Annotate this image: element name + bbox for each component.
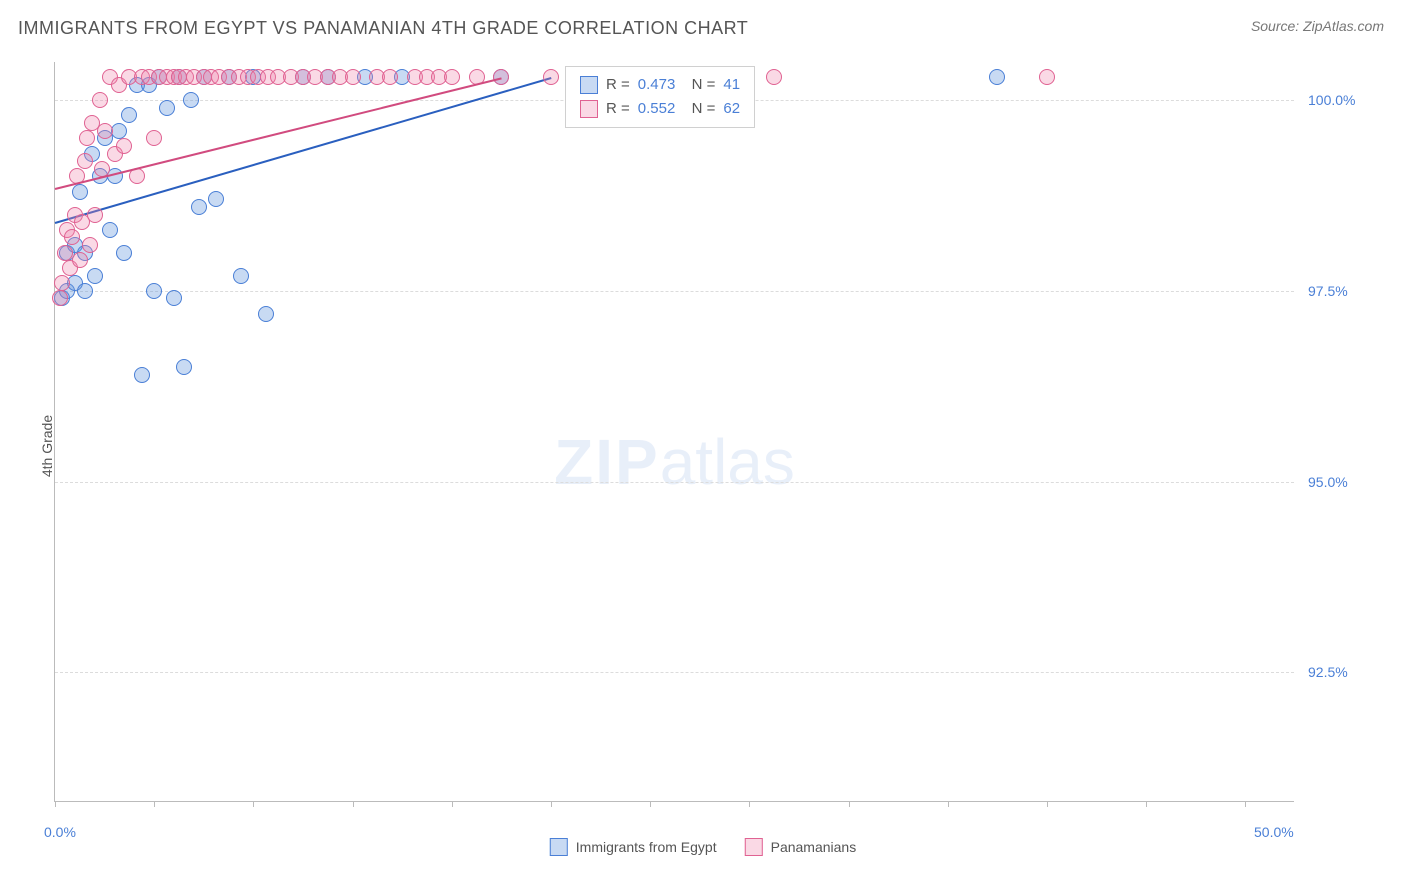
watermark-bold: ZIP [554,426,660,498]
legend-n-label: N = [683,97,715,121]
scatter-point [121,107,137,123]
scatter-point [134,367,150,383]
scatter-point [166,290,182,306]
scatter-point [116,138,132,154]
scatter-point [92,92,108,108]
bottom-legend-label: Immigrants from Egypt [576,839,717,855]
x-tick-mark [1245,801,1246,807]
legend-swatch [550,838,568,856]
bottom-legend-label: Panamanians [771,839,857,855]
legend-r-value: 0.552 [638,97,676,121]
scatter-point [77,153,93,169]
scatter-point [543,69,559,85]
scatter-point [1039,69,1055,85]
x-tick-mark [1146,801,1147,807]
x-tick-mark [948,801,949,807]
scatter-point [493,69,509,85]
gridline [55,482,1294,483]
scatter-point [52,290,68,306]
y-tick-label: 100.0% [1308,92,1355,108]
scatter-point [146,130,162,146]
gridline [55,672,1294,673]
scatter-point [191,199,207,215]
bottom-legend-item: Panamanians [745,838,857,856]
x-tick-mark [154,801,155,807]
scatter-point [176,359,192,375]
scatter-point [77,283,93,299]
scatter-point [72,252,88,268]
scatter-point [87,268,103,284]
y-tick-label: 92.5% [1308,664,1348,680]
x-tick-mark [749,801,750,807]
scatter-point [233,268,249,284]
scatter-point [64,229,80,245]
scatter-point [111,123,127,139]
scatter-point [72,184,88,200]
gridline [55,291,1294,292]
y-tick-label: 95.0% [1308,474,1348,490]
scatter-point [79,130,95,146]
scatter-point [116,245,132,261]
x-tick-mark [55,801,56,807]
scatter-point [57,245,73,261]
scatter-point [102,222,118,238]
scatter-point [345,69,361,85]
x-tick-mark [353,801,354,807]
x-tick-mark [849,801,850,807]
bottom-legend: Immigrants from Egypt Panamanians [550,838,856,856]
scatter-point [159,100,175,116]
x-tick-mark [253,801,254,807]
x-tick-mark [1047,801,1048,807]
x-tick-mark [551,801,552,807]
stats-legend: R = 0.473 N = 41R = 0.552 N = 62 [565,66,755,128]
legend-r-label: R = [606,73,630,97]
y-tick-label: 97.5% [1308,283,1348,299]
stats-legend-row: R = 0.473 N = 41 [580,73,740,97]
legend-swatch [580,100,598,118]
scatter-point [208,191,224,207]
x-tick-label: 50.0% [1254,824,1294,840]
y-axis-label: 4th Grade [39,415,55,477]
legend-n-value: 41 [723,73,740,97]
bottom-legend-item: Immigrants from Egypt [550,838,717,856]
watermark-light: atlas [660,426,795,498]
scatter-point [54,275,70,291]
x-tick-label: 0.0% [44,824,76,840]
scatter-point [382,69,398,85]
legend-n-label: N = [683,73,715,97]
legend-swatch [745,838,763,856]
legend-r-label: R = [606,97,630,121]
x-tick-mark [452,801,453,807]
scatter-point [766,69,782,85]
scatter-point [258,306,274,322]
legend-r-value: 0.473 [638,73,676,97]
scatter-point [989,69,1005,85]
stats-legend-row: R = 0.552 N = 62 [580,97,740,121]
scatter-point [444,69,460,85]
plot-area: ZIPatlas [54,62,1294,802]
watermark: ZIPatlas [554,425,795,499]
legend-swatch [580,76,598,94]
scatter-point [82,237,98,253]
scatter-point [146,283,162,299]
x-tick-mark [650,801,651,807]
chart-title: IMMIGRANTS FROM EGYPT VS PANAMANIAN 4TH … [18,18,748,39]
scatter-point [97,123,113,139]
scatter-point [183,92,199,108]
scatter-point [87,207,103,223]
source-attribution: Source: ZipAtlas.com [1251,18,1384,34]
legend-n-value: 62 [723,97,740,121]
